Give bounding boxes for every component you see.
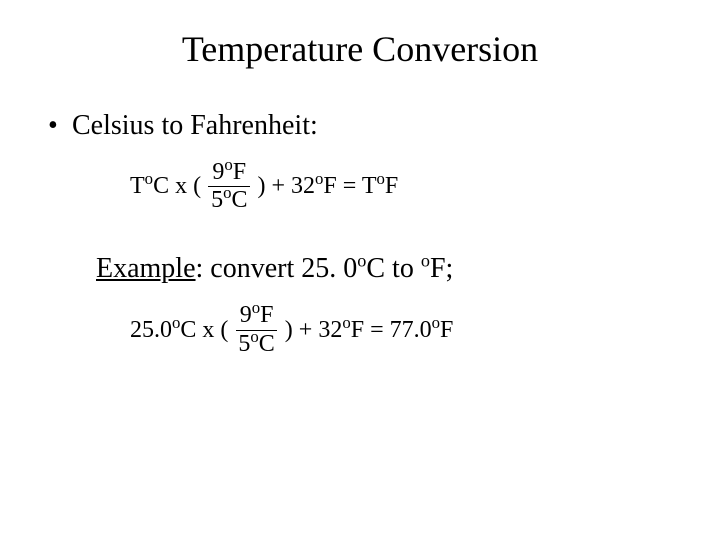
example-text: : convert 25. 0 xyxy=(196,253,358,284)
fraction: 9oF 5oC xyxy=(234,303,278,356)
bullet-line: •Celsius to Fahrenheit: xyxy=(48,110,680,142)
degree-symbol: o xyxy=(252,298,260,317)
frac-den-sym: C xyxy=(259,331,275,357)
degree-symbol: o xyxy=(357,251,366,271)
formula1-eq: F = T xyxy=(323,173,376,199)
formula-generic: ToC x ( 9oF 5oC ) + 32oF = ToF xyxy=(130,160,680,213)
frac-num-sym: F xyxy=(233,159,246,185)
frac-den-sym: C xyxy=(231,187,247,213)
degree-symbol: o xyxy=(250,327,258,346)
degree-symbol: o xyxy=(421,251,430,271)
example-label: Example xyxy=(96,253,196,284)
frac-num-sym: F xyxy=(260,302,273,328)
bullet-marker: • xyxy=(48,110,72,142)
formula1-lead: T xyxy=(130,173,145,199)
formula-expression: ToC x ( 9oF 5oC ) + 32oF = ToF xyxy=(130,160,398,213)
degree-symbol: o xyxy=(377,169,385,188)
example-unit1: C to xyxy=(366,253,420,284)
formula1-res: F xyxy=(385,173,398,199)
degree-symbol: o xyxy=(224,155,232,174)
formula1-leadsym: C x ( xyxy=(153,173,201,199)
degree-symbol: o xyxy=(342,313,350,332)
example-unit2: F; xyxy=(430,253,453,284)
formula-example: 25.0oC x ( 9oF 5oC ) + 32oF = 77.0oF xyxy=(130,303,680,356)
frac-num-val: 9 xyxy=(240,302,252,328)
formula2-plus: + 32 xyxy=(293,317,343,343)
frac-den-val: 5 xyxy=(238,331,250,357)
degree-symbol: o xyxy=(145,169,153,188)
slide-title: Temperature Conversion xyxy=(40,28,680,70)
degree-symbol: o xyxy=(432,313,440,332)
formula2-eq: F = 77.0 xyxy=(351,317,432,343)
formula2-close: ) xyxy=(285,317,293,343)
fraction: 9oF 5oC xyxy=(207,160,251,213)
formula2-res: F xyxy=(440,317,453,343)
formula1-plus: + 32 xyxy=(265,173,315,199)
frac-den-val: 5 xyxy=(211,187,223,213)
formula2-lead: 25.0 xyxy=(130,317,172,343)
example-line: Example: convert 25. 0oC to oF; xyxy=(96,253,680,285)
slide: Temperature Conversion •Celsius to Fahre… xyxy=(0,0,720,540)
bullet-text: Celsius to Fahrenheit: xyxy=(72,110,318,141)
formula2-leadsym: C x ( xyxy=(180,317,228,343)
frac-num-val: 9 xyxy=(212,159,224,185)
formula-expression: 25.0oC x ( 9oF 5oC ) + 32oF = 77.0oF xyxy=(130,303,453,356)
